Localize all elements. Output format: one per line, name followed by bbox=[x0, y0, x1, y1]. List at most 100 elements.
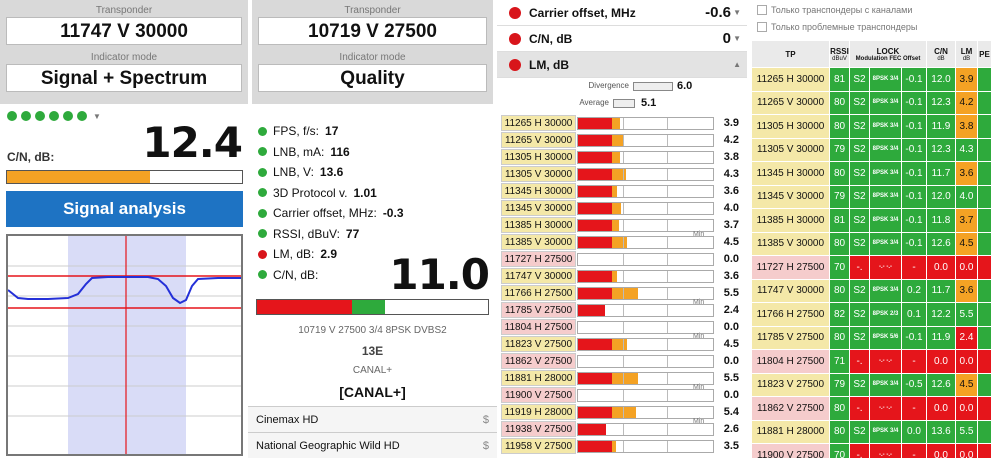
transponder-value[interactable]: 10719 V 27500 bbox=[258, 17, 487, 45]
table-row[interactable]: 11727 H 27500 70 -. -.- -.- -0.0 0.0 bbox=[751, 255, 992, 280]
lm-row[interactable]: 11265 V 30000 4.2 bbox=[497, 132, 747, 149]
lm-bar bbox=[577, 372, 714, 385]
transponder-value[interactable]: 11747 V 30000 bbox=[6, 17, 242, 45]
parameter-row[interactable]: Carrier offset, MHz -0.6 ▼ bbox=[497, 0, 747, 26]
cell-offset: -0.1 bbox=[901, 137, 927, 162]
lm-row[interactable]: 11305 H 30000 3.8 bbox=[497, 149, 747, 166]
cell-tp: 11265 V 30000 bbox=[751, 90, 830, 115]
lm-value: 5.5 bbox=[723, 372, 739, 384]
lm-row[interactable]: 11919 H 28000 5.4 bbox=[497, 404, 747, 421]
lm-bar bbox=[577, 423, 714, 436]
table-row[interactable]: 11785 V 27500 80 S2 8PSK 5/6 -0.1 11.9 2.4 bbox=[751, 325, 992, 350]
lm-bar-red bbox=[578, 407, 612, 418]
indicator-label: C/N, dB: bbox=[273, 267, 319, 282]
cell-offset: -0.1 bbox=[901, 161, 927, 186]
indicator-mode-value[interactable]: Quality bbox=[258, 64, 487, 92]
header-cn[interactable]: C/N dB bbox=[926, 40, 956, 68]
table-row[interactable]: 11804 H 27500 71 -. -.- -.- -0.0 0.0 bbox=[751, 349, 992, 374]
table-row[interactable]: 11305 V 30000 79 S2 8PSK 3/4 -0.1 12.3 4.3 bbox=[751, 137, 992, 162]
cell-pe bbox=[977, 278, 992, 303]
lm-summary: Divergence 6.0 Average 5.1 bbox=[497, 78, 747, 118]
lm-transponder: 11766 H 27500 bbox=[501, 285, 576, 301]
lm-row[interactable]: 11785 V 27500 2.4 Min bbox=[497, 299, 747, 319]
cell-pe bbox=[977, 255, 992, 280]
signal-analysis-button[interactable]: Signal analysis bbox=[6, 191, 243, 227]
table-row[interactable]: 11862 V 27500 80 -. -.- -.- -0.0 0.0 bbox=[751, 396, 992, 421]
table-row[interactable]: 11823 V 27500 79 S2 8PSK 3/4 -0.5 12.6 4.5 bbox=[751, 372, 992, 397]
provider-label: [CANAL+] bbox=[339, 384, 406, 400]
cn-label: C/N, dB: bbox=[7, 150, 55, 164]
lm-row[interactable]: 11265 H 30000 3.9 bbox=[497, 115, 747, 132]
indicator-label: 3D Protocol v. bbox=[273, 185, 348, 200]
cell-rssi: 80 bbox=[829, 114, 850, 139]
filter-problem-only[interactable]: Только проблемные транспондеры bbox=[757, 22, 917, 32]
spectrum-view[interactable] bbox=[6, 234, 243, 456]
divergence-value: 6.0 bbox=[677, 80, 693, 92]
paid-icon: $ bbox=[482, 440, 489, 452]
cell-modulation: 8PSK 3/4 bbox=[869, 67, 902, 92]
lm-bar-orange bbox=[612, 169, 626, 180]
status-dot-icon bbox=[258, 188, 267, 197]
lm-row[interactable]: 11823 V 27500 4.5 Min bbox=[497, 333, 747, 353]
table-row[interactable]: 11305 H 30000 80 S2 8PSK 3/4 -0.1 11.9 3.8 bbox=[751, 114, 992, 139]
lm-bar-red bbox=[578, 220, 612, 231]
lm-row[interactable]: 11881 H 28000 5.5 bbox=[497, 370, 747, 387]
lm-row[interactable]: 11766 H 27500 5.5 bbox=[497, 285, 747, 302]
table-row[interactable]: 11385 V 30000 80 S2 8PSK 3/4 -0.1 12.6 4.5 bbox=[751, 231, 992, 256]
lm-row[interactable]: 11938 V 27500 2.6 Min bbox=[497, 418, 747, 438]
lm-bar-orange bbox=[612, 441, 616, 452]
table-row[interactable]: 11385 H 30000 81 S2 8PSK 3/4 -0.1 11.8 3.7 bbox=[751, 208, 992, 233]
table-row[interactable]: 11881 H 28000 80 S2 8PSK 3/4 0.0 13.6 5.5 bbox=[751, 419, 992, 444]
lm-value: 3.9 bbox=[723, 117, 739, 129]
table-row[interactable]: 11747 V 30000 80 S2 8PSK 3/4 0.2 11.7 3.6 bbox=[751, 278, 992, 303]
status-dots[interactable]: ▼ bbox=[7, 111, 101, 121]
lm-row[interactable]: 11385 V 30000 4.5 Min bbox=[497, 231, 747, 251]
cell-pe bbox=[977, 114, 992, 139]
header-tp[interactable]: TP bbox=[751, 40, 830, 68]
lm-transponder: 11862 V 27500 bbox=[501, 353, 576, 369]
lm-row[interactable]: 11900 V 27500 0.0 Min bbox=[497, 384, 747, 404]
status-dot bbox=[77, 111, 87, 121]
lm-row[interactable]: 11305 V 30000 4.3 bbox=[497, 166, 747, 183]
table-row[interactable]: 11265 H 30000 81 S2 8PSK 3/4 -0.1 12.0 3.9 bbox=[751, 67, 992, 92]
lm-row[interactable]: 11385 H 30000 3.7 bbox=[497, 217, 747, 234]
lm-transponder: 11919 H 28000 bbox=[501, 404, 576, 420]
channel-item[interactable]: National Geographic Wild HD $ bbox=[248, 432, 497, 458]
lm-bar-red bbox=[578, 118, 612, 129]
parameter-row[interactable]: LM, dB ▲ bbox=[497, 52, 747, 78]
table-row[interactable]: 11900 V 27500 70 -. -.- -.- -0.0 0.0 bbox=[751, 443, 992, 458]
cell-rssi: 82 bbox=[829, 302, 850, 327]
lm-row[interactable]: 11345 V 30000 4.0 bbox=[497, 200, 747, 217]
lm-row[interactable]: 11727 H 27500 0.0 bbox=[497, 251, 747, 268]
lm-bar-red bbox=[578, 135, 612, 146]
header-lm[interactable]: LM dB bbox=[955, 40, 978, 68]
indicator-mode-value[interactable]: Signal + Spectrum bbox=[6, 64, 242, 92]
checkbox[interactable] bbox=[757, 5, 767, 15]
spectrum-trace bbox=[7, 276, 241, 305]
lm-row[interactable]: 11804 H 27500 0.0 bbox=[497, 319, 747, 336]
cell-modulation: 8PSK 3/4 bbox=[869, 231, 902, 256]
lm-row[interactable]: 11747 V 30000 3.6 bbox=[497, 268, 747, 285]
lm-bar-red bbox=[578, 237, 612, 248]
header-rssi[interactable]: RSSI dBuV bbox=[829, 40, 850, 68]
table-row[interactable]: 11265 V 30000 80 S2 8PSK 3/4 -0.1 12.3 4.2 bbox=[751, 90, 992, 115]
lm-bar-red bbox=[578, 441, 612, 452]
lm-row[interactable]: 11958 V 27500 3.5 bbox=[497, 438, 747, 455]
table-row[interactable]: 11766 H 27500 82 S2 8PSK 2/3 0.1 12.2 5.5 bbox=[751, 302, 992, 327]
cell-pe bbox=[977, 231, 992, 256]
header-lock[interactable]: LOCK Modulation FEC Offset bbox=[849, 40, 927, 68]
cell-lm: 2.4 bbox=[955, 325, 978, 350]
lm-transponder: 11881 H 28000 bbox=[501, 370, 576, 386]
table-row[interactable]: 11345 H 30000 80 S2 8PSK 3/4 -0.1 11.7 3.6 bbox=[751, 161, 992, 186]
lm-row[interactable]: 11345 H 30000 3.6 bbox=[497, 183, 747, 200]
cell-rssi: 80 bbox=[829, 278, 850, 303]
table-row[interactable]: 11345 V 30000 79 S2 8PSK 3/4 -0.1 12.0 4.0 bbox=[751, 184, 992, 209]
lm-row[interactable]: 11862 V 27500 0.0 bbox=[497, 353, 747, 370]
channel-item[interactable]: Cinemax HD $ bbox=[248, 406, 497, 432]
cell-cn: 12.3 bbox=[926, 90, 956, 115]
checkbox[interactable] bbox=[757, 22, 767, 32]
parameter-row[interactable]: C/N, dB 0 ▼ bbox=[497, 26, 747, 52]
filter-with-channels[interactable]: Только транспондеры с каналами bbox=[757, 5, 912, 15]
header-pe[interactable]: PE bbox=[977, 40, 992, 68]
lm-value: 5.5 bbox=[723, 287, 739, 299]
